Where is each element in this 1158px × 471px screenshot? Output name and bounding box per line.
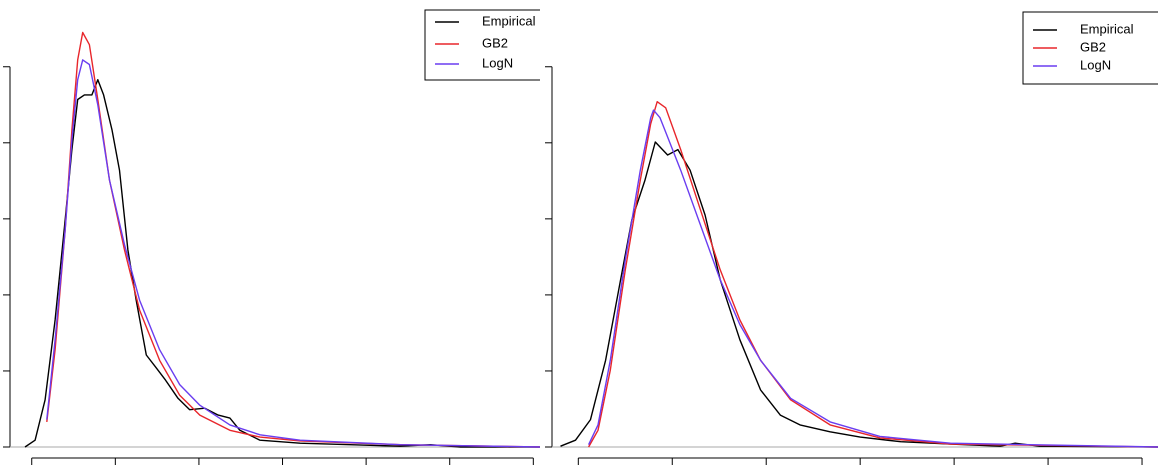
legend-label: LogN — [1080, 57, 1111, 72]
chart: Empirical GB2 LogN — [545, 11, 1158, 465]
legend-box — [424, 9, 540, 81]
density-line — [46, 59, 540, 448]
chart: Empirical GB2 LogN — [3, 9, 540, 465]
density-line — [587, 101, 1158, 448]
density-line — [587, 109, 1158, 448]
legend-box — [1022, 11, 1158, 85]
legend-label: GB2 — [482, 35, 508, 50]
density-line — [46, 31, 540, 448]
density-line — [560, 141, 1158, 448]
legend-label: GB2 — [1080, 39, 1106, 54]
legend-label: LogN — [482, 55, 513, 70]
density-line — [24, 79, 540, 448]
legend-label: Empirical — [482, 13, 536, 28]
legend-label: Empirical — [1080, 21, 1134, 36]
